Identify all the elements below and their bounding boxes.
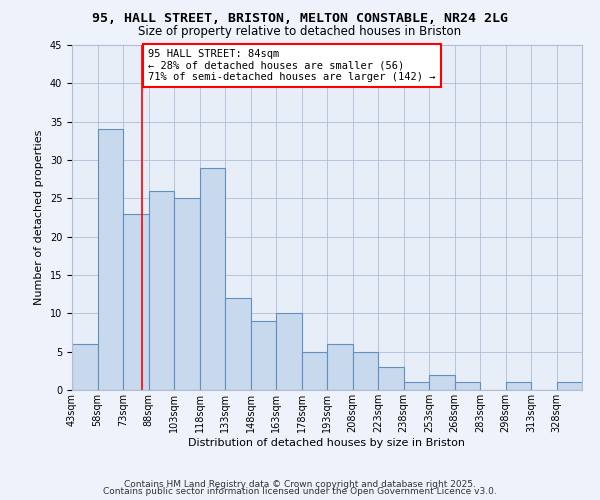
Bar (353, 352, 378, 390)
Bar (302, 352, 327, 390)
Text: Contains HM Land Registry data © Crown copyright and database right 2025.: Contains HM Land Registry data © Crown c… (124, 480, 476, 489)
Bar (378, 367, 404, 390)
Bar (251, 321, 276, 390)
Bar (149, 190, 174, 390)
Bar (123, 214, 149, 390)
Text: Size of property relative to detached houses in Briston: Size of property relative to detached ho… (139, 25, 461, 38)
Bar (199, 168, 225, 390)
Bar (506, 382, 531, 390)
Bar (327, 344, 353, 390)
Bar (404, 382, 429, 390)
Bar (225, 298, 251, 390)
Bar (429, 374, 455, 390)
Text: Contains public sector information licensed under the Open Government Licence v3: Contains public sector information licen… (103, 487, 497, 496)
X-axis label: Distribution of detached houses by size in Briston: Distribution of detached houses by size … (188, 438, 466, 448)
Bar (97, 130, 123, 390)
Bar (557, 382, 582, 390)
Bar (174, 198, 199, 390)
Y-axis label: Number of detached properties: Number of detached properties (34, 130, 44, 305)
Bar (455, 382, 480, 390)
Bar (72, 344, 97, 390)
Bar (276, 314, 302, 390)
Text: 95, HALL STREET, BRISTON, MELTON CONSTABLE, NR24 2LG: 95, HALL STREET, BRISTON, MELTON CONSTAB… (92, 12, 508, 26)
Text: 95 HALL STREET: 84sqm
← 28% of detached houses are smaller (56)
71% of semi-deta: 95 HALL STREET: 84sqm ← 28% of detached … (149, 49, 436, 82)
